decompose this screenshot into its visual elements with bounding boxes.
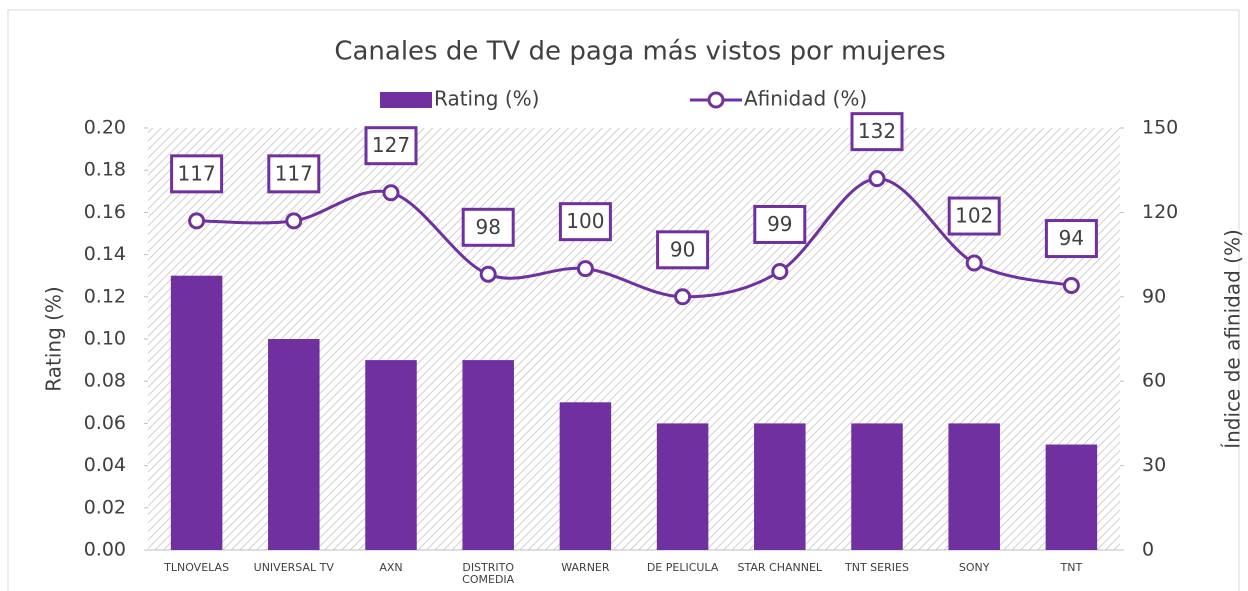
x-tick-label: UNIVERSAL TV bbox=[253, 561, 334, 574]
legend-label: Afinidad (%) bbox=[744, 87, 867, 111]
x-tick-label: AXN bbox=[379, 561, 403, 574]
bar bbox=[851, 423, 903, 550]
data-label: 117 bbox=[275, 161, 313, 185]
bar bbox=[559, 402, 612, 550]
data-label: 98 bbox=[475, 215, 500, 239]
legend-marker bbox=[707, 91, 725, 109]
line-marker bbox=[382, 184, 400, 202]
data-label-box bbox=[364, 126, 418, 166]
chart-title: Canales de TV de paga más vistos por muj… bbox=[334, 37, 945, 67]
line-marker bbox=[188, 212, 206, 230]
bar bbox=[462, 360, 514, 550]
y2-tick-label: 150 bbox=[1142, 117, 1178, 139]
x-tick-label: TLNOVELAS bbox=[164, 561, 230, 574]
y2-axis-label: Índice de afinidad (%) bbox=[1221, 229, 1245, 449]
bar bbox=[170, 275, 223, 550]
x-tick-label: STAR CHANNEL bbox=[737, 561, 823, 574]
data-label: 100 bbox=[566, 209, 604, 233]
bar bbox=[365, 360, 417, 550]
y-tick-label: 0.18 bbox=[84, 159, 126, 181]
bar bbox=[754, 423, 806, 550]
line-marker bbox=[285, 212, 303, 230]
line-marker bbox=[479, 265, 497, 283]
x-tick-label: TNT bbox=[1060, 561, 1083, 574]
data-label-box bbox=[1044, 219, 1098, 259]
legend-swatch bbox=[380, 92, 432, 108]
y-tick-label: 0.08 bbox=[84, 370, 126, 392]
y-tick-label: 0.20 bbox=[84, 117, 126, 139]
line-marker bbox=[771, 262, 789, 280]
y2-tick-label: 90 bbox=[1142, 285, 1166, 307]
x-tick-label: TNT SERIES bbox=[845, 561, 909, 574]
x-tick-label: WARNER bbox=[561, 561, 610, 574]
data-label: 90 bbox=[670, 237, 695, 261]
y-tick-label: 0.16 bbox=[84, 201, 126, 223]
data-label: 102 bbox=[955, 204, 993, 228]
line-marker bbox=[576, 260, 594, 278]
line bbox=[196, 177, 1072, 299]
y2-tick-label: 30 bbox=[1142, 454, 1166, 476]
data-label: 132 bbox=[858, 119, 896, 143]
data-label: 94 bbox=[1059, 226, 1084, 250]
y2-tick-label: 0 bbox=[1142, 539, 1154, 561]
line-marker bbox=[1062, 277, 1080, 295]
data-label-box bbox=[656, 230, 710, 270]
y-tick-label: 0.06 bbox=[84, 412, 126, 434]
bar bbox=[1045, 444, 1098, 550]
y-tick-label: 0.00 bbox=[84, 539, 126, 561]
line-marker bbox=[674, 288, 692, 306]
data-label-box bbox=[267, 154, 321, 194]
data-label-box bbox=[850, 112, 904, 152]
y-tick-label: 0.10 bbox=[84, 328, 126, 350]
bar bbox=[656, 423, 709, 550]
legend-label: Rating (%) bbox=[434, 87, 539, 111]
bar bbox=[948, 423, 1000, 550]
data-label-box bbox=[558, 202, 612, 242]
y-tick-label: 0.02 bbox=[84, 496, 126, 518]
y-tick-label: 0.12 bbox=[84, 285, 126, 307]
x-tick-label: DISTRITO COMEDIA bbox=[462, 561, 515, 586]
y2-tick-label: 120 bbox=[1142, 201, 1178, 223]
data-label-box bbox=[170, 154, 224, 194]
data-label-box bbox=[461, 207, 515, 247]
line-marker bbox=[965, 254, 983, 272]
y2-tick-label: 60 bbox=[1142, 370, 1166, 392]
bar bbox=[268, 339, 320, 550]
y-axis-label: Rating (%) bbox=[42, 286, 66, 391]
x-tick-label: SONY bbox=[958, 561, 990, 574]
data-label: 99 bbox=[767, 212, 792, 236]
data-label-box bbox=[947, 196, 1001, 236]
y-tick-label: 0.14 bbox=[84, 243, 126, 265]
x-tick-label: DE PELICULA bbox=[646, 561, 719, 574]
data-label-box bbox=[753, 204, 807, 244]
y-tick-label: 0.04 bbox=[84, 454, 126, 476]
data-label: 117 bbox=[178, 161, 216, 185]
line-marker bbox=[868, 170, 886, 188]
data-label: 127 bbox=[372, 133, 410, 157]
